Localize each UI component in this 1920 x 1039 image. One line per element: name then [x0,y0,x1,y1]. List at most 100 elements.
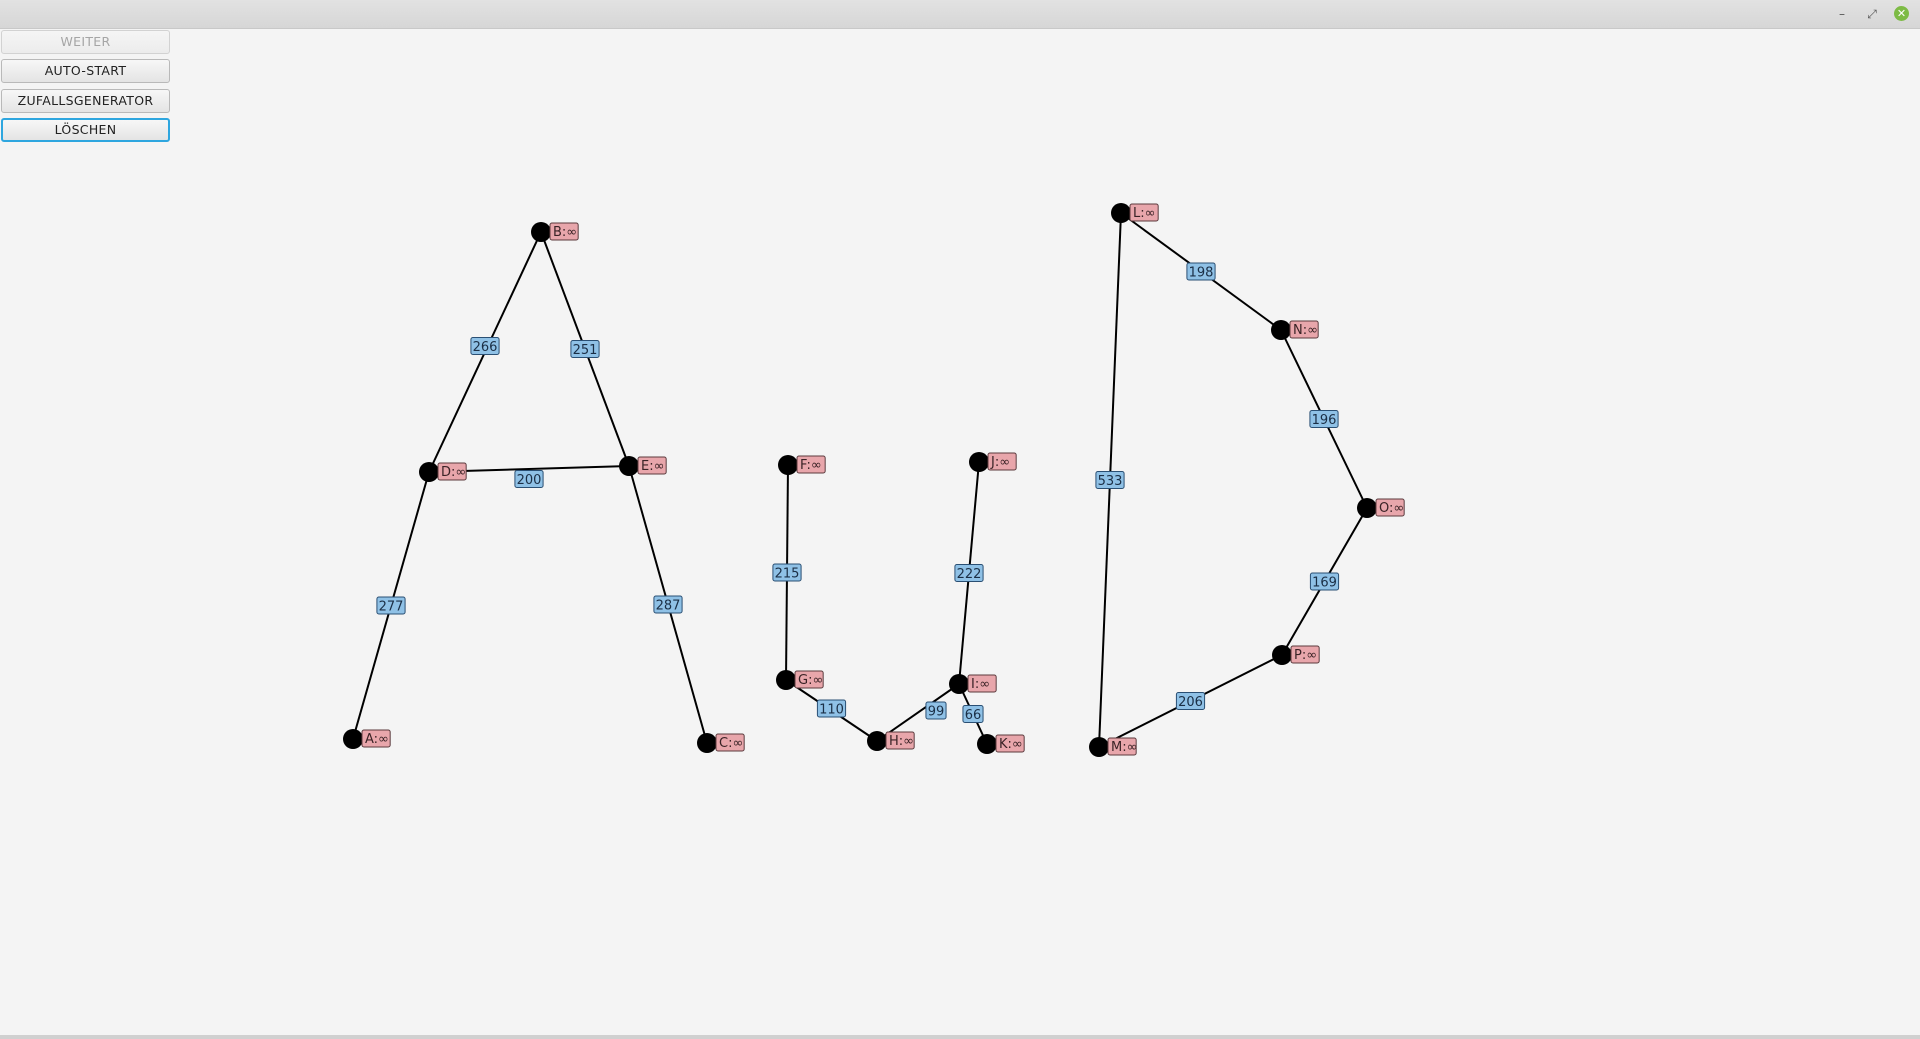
node-label-text: J:∞ [990,455,1010,470]
edge-weight-text: 169 [1312,576,1337,591]
node-label-box [1129,203,1159,222]
node-label-text: P:∞ [1294,648,1317,663]
graph-node-C[interactable]: C:∞ [697,733,745,753]
node-circle[interactable] [977,734,997,754]
edge-weight-text: 222 [957,567,982,582]
edge-weight-label: 206 [1175,692,1206,710]
edge-weight-text: 99 [928,705,945,720]
node-label-box [361,729,391,748]
graph-node-L[interactable]: L:∞ [1111,203,1159,223]
node-label-text: A:∞ [365,732,389,747]
node-circle[interactable] [969,452,989,472]
node-label-box [796,455,826,474]
node-circle[interactable] [778,455,798,475]
node-label-text: L:∞ [1133,206,1155,221]
graph-node-E[interactable]: E:∞ [619,456,667,476]
edge-weight-label: 196 [1309,410,1339,428]
node-label-box [1289,320,1319,339]
edge-weight-box [570,340,600,358]
edge-weight-text: 251 [573,343,598,358]
node-label-box [1375,498,1405,517]
edge-weight-label: 533 [1095,471,1125,489]
auto-start-button[interactable]: AUTO-START [1,59,170,83]
node-circle[interactable] [419,462,439,482]
edge-weight-text: 287 [656,599,681,614]
node-circle[interactable] [697,733,717,753]
edges-layer [352,212,1368,748]
node-label-box [637,456,667,475]
edge-weight-label: 200 [514,470,544,488]
node-label-box [1107,737,1137,756]
node-circle[interactable] [1111,203,1131,223]
graph-node-N[interactable]: N:∞ [1271,320,1319,340]
graph-node-O[interactable]: O:∞ [1357,498,1405,518]
node-label-box [987,452,1017,471]
graph-node-G[interactable]: G:∞ [776,670,824,690]
node-label-text: G:∞ [798,673,823,688]
window-bottom-border [0,1035,1920,1039]
edge-weight-box [376,596,406,615]
edge-weight-box [772,563,802,582]
nodes-layer: A:∞ B:∞ C:∞ D:∞ E:∞ F:∞ G:∞ H:∞ I:∞ J:∞ K:∞ L:∞ M:∞ N… [343,203,1405,757]
edge-weight-box [470,337,500,355]
edge-weight-box [1309,410,1339,428]
node-label-text: N:∞ [1293,323,1318,338]
weiter-button[interactable]: WEITER [1,30,170,54]
node-label-box [967,674,997,693]
node-label-text: M:∞ [1111,740,1137,755]
node-circle[interactable] [776,670,796,690]
graph-node-F[interactable]: F:∞ [778,455,826,475]
close-icon[interactable]: ✕ [1894,6,1909,21]
graph-node-M[interactable]: M:∞ [1089,737,1137,757]
node-label-box [885,731,915,750]
graph-node-I[interactable]: I:∞ [949,674,997,694]
node-circle[interactable] [619,456,639,476]
edge-weight-label: 215 [772,563,802,582]
loeschen-button[interactable]: LÖSCHEN [1,118,170,142]
node-label-box [715,733,745,752]
node-label-text: I:∞ [971,677,990,692]
restore-icon[interactable]: ⤢ [1867,7,1877,21]
edge-weight-label: 266 [470,337,500,355]
node-circle[interactable] [867,731,887,751]
graph-node-P[interactable]: P:∞ [1272,645,1320,665]
node-circle[interactable] [1271,320,1291,340]
graph-node-D[interactable]: D:∞ [419,462,467,482]
window-titlebar: – ⤢ ✕ [0,0,1920,29]
node-label-box [549,222,579,241]
node-label-box [995,734,1025,753]
edge-weight-box [962,705,984,723]
node-label-text: K:∞ [999,737,1023,752]
node-label-text: C:∞ [719,736,743,751]
zufallsgenerator-button[interactable]: ZUFALLSGENERATOR [1,89,170,113]
node-label-box [1290,645,1320,664]
edge-weight-label: 169 [1309,572,1340,591]
edge-weight-box [1309,572,1340,591]
node-circle[interactable] [1272,645,1292,665]
graph-canvas[interactable]: 266 251 200 277 287 215 110 99 222 66 198 533 196 169… [0,29,1920,1035]
node-label-text: O:∞ [1379,501,1404,516]
edge-weight-text: 533 [1098,474,1123,489]
edge-weight-label: 110 [816,699,847,718]
edge-weight-box [954,564,984,582]
node-circle[interactable] [531,222,551,242]
node-circle[interactable] [1089,737,1109,757]
edge-weight-box [1095,471,1125,489]
graph-node-B[interactable]: B:∞ [531,222,579,242]
node-label-text: F:∞ [800,458,822,473]
edge-weight-text: 66 [965,708,982,723]
edge-weight-label: 222 [954,564,984,582]
edge-weight-label: 66 [962,705,984,723]
edge-weight-box [816,699,847,718]
graph-node-A[interactable]: A:∞ [343,729,391,749]
graph-node-H[interactable]: H:∞ [867,731,915,751]
node-circle[interactable] [1357,498,1377,518]
node-circle[interactable] [343,729,363,749]
edge-weight-box [653,595,683,614]
minimize-icon[interactable]: – [1839,7,1845,21]
edge-weight-text: 206 [1178,695,1203,710]
graph-node-K[interactable]: K:∞ [977,734,1025,754]
graph-node-J[interactable]: J:∞ [969,452,1017,472]
node-label-text: B:∞ [553,225,577,240]
node-circle[interactable] [949,674,969,694]
